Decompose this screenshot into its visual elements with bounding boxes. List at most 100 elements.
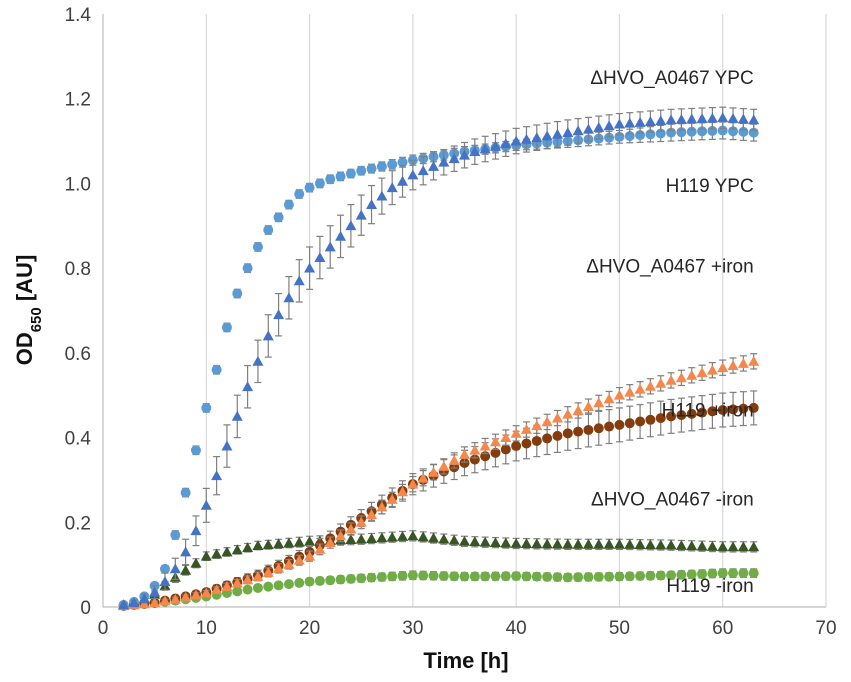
data-point (262, 539, 274, 550)
data-point (231, 410, 243, 421)
data-point (449, 571, 460, 582)
data-point (624, 571, 635, 582)
data-point (551, 538, 563, 549)
data-point (686, 569, 697, 580)
data-point (644, 380, 656, 391)
data-point (666, 411, 677, 422)
data-point (242, 381, 254, 392)
data-point (613, 389, 625, 400)
data-point (665, 114, 677, 125)
data-point (727, 112, 739, 123)
data-point (603, 393, 615, 404)
data-point (552, 572, 563, 583)
data-point (386, 531, 398, 542)
data-point (479, 440, 491, 451)
data-point (293, 536, 305, 547)
data-point (675, 372, 687, 383)
data-point (624, 386, 636, 397)
data-point (500, 571, 511, 582)
data-point (242, 574, 254, 585)
data-point (737, 113, 749, 124)
data-point (387, 159, 398, 170)
data-point (542, 433, 553, 444)
data-point (655, 539, 667, 550)
data-point (510, 537, 522, 548)
data-point (273, 562, 285, 573)
series-label: ΔHVO_A0467 -iron (591, 489, 754, 510)
data-point (407, 530, 419, 541)
x-tick-label: 70 (815, 618, 836, 639)
data-point (572, 404, 584, 415)
data-point (345, 534, 357, 545)
data-point (190, 525, 202, 536)
data-point (737, 357, 749, 368)
data-point (551, 128, 563, 139)
data-point (614, 419, 625, 430)
data-point (221, 580, 233, 591)
y-tick-label: 1.0 (65, 174, 91, 195)
data-point (200, 587, 212, 598)
data-point (438, 156, 450, 167)
y-tick-label: 0.6 (65, 344, 91, 365)
data-point (655, 413, 666, 424)
data-point (418, 570, 429, 581)
data-point (314, 543, 326, 554)
y-axis-title-main: OD (12, 332, 37, 365)
data-point (335, 574, 346, 585)
data-point (283, 537, 295, 548)
data-point (428, 570, 439, 581)
x-tick-label: 30 (402, 618, 423, 639)
data-point (717, 568, 728, 579)
data-point (562, 572, 573, 583)
data-point (635, 570, 646, 581)
data-point (583, 424, 594, 435)
data-point (500, 537, 512, 548)
data-point (397, 570, 408, 581)
series-label: H119 -iron (666, 576, 753, 597)
data-point (325, 174, 336, 185)
data-point (211, 364, 222, 375)
data-point (314, 575, 325, 586)
data-point (459, 457, 470, 468)
data-point (675, 539, 687, 550)
data-point (304, 550, 316, 561)
data-point (283, 579, 294, 590)
data-point (211, 584, 223, 595)
data-point (428, 532, 440, 543)
data-point (428, 160, 440, 171)
data-point (335, 530, 347, 541)
data-point (665, 539, 677, 550)
x-axis-title: Time [h] (423, 648, 508, 673)
data-point (201, 402, 212, 413)
data-point (593, 538, 605, 549)
data-point (355, 209, 367, 220)
data-point (738, 568, 749, 579)
data-point (531, 132, 543, 143)
data-point (397, 486, 409, 497)
series-4 (118, 121, 759, 610)
data-point (634, 383, 646, 394)
data-point (397, 531, 409, 541)
data-point (500, 138, 512, 149)
data-point (696, 367, 708, 378)
data-point (613, 118, 625, 129)
data-point (531, 571, 542, 582)
y-tick-label: 1.4 (65, 5, 92, 26)
data-point (582, 538, 594, 549)
data-point (490, 447, 501, 458)
data-point (665, 374, 677, 385)
data-point (541, 416, 553, 427)
data-point (727, 541, 739, 552)
data-point (293, 275, 305, 286)
data-point (644, 116, 656, 126)
data-point (397, 157, 408, 168)
data-point (128, 597, 140, 608)
data-point (252, 540, 264, 550)
data-point (387, 571, 398, 582)
data-point (686, 408, 697, 419)
data-point (263, 581, 274, 592)
data-point (511, 571, 522, 582)
data-point (645, 414, 656, 425)
data-point (706, 364, 718, 375)
series-label: H119 YPC (666, 176, 754, 197)
